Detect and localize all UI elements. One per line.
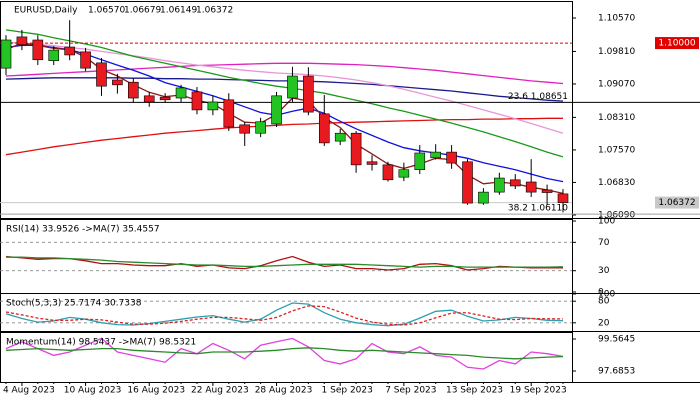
candle-body — [0, 39, 12, 69]
quote-value: 1.06570 — [88, 6, 125, 16]
candle-body — [462, 161, 473, 204]
candle-body — [303, 75, 314, 113]
candle-body — [494, 177, 505, 193]
quote-value: 1.06149 — [160, 6, 197, 16]
y-tick-label: 70 — [598, 238, 610, 248]
x-tick-label: 10 Aug 2023 — [64, 386, 122, 396]
indicator-line — [5, 117, 563, 156]
candle-body — [541, 189, 553, 193]
candle-body — [478, 191, 489, 204]
candle-body — [271, 95, 282, 125]
indicator-line — [5, 347, 564, 360]
x-tick-label: 1 Sep 2023 — [322, 386, 373, 396]
indicator-line — [5, 302, 564, 327]
candle-body — [64, 46, 75, 56]
candle-body — [191, 91, 203, 111]
y-tick-label: 99.5645 — [598, 335, 635, 345]
x-tick-label: 4 Aug 2023 — [3, 386, 55, 396]
y-tick-label: 1.06090 — [598, 210, 635, 220]
price-label-box — [655, 196, 699, 209]
candle-body — [175, 87, 187, 99]
y-tick-label: 100 — [598, 217, 615, 227]
y-tick-label: 30 — [598, 266, 610, 276]
candle-body — [287, 75, 298, 99]
y-tick-label: 1.10570 — [598, 14, 635, 24]
y-tick-label: 1.08310 — [598, 113, 635, 123]
indicator-line — [5, 41, 564, 134]
y-tick-label: 20 — [598, 318, 610, 328]
price-label: 1.06372 — [658, 198, 695, 208]
candle-body — [80, 51, 91, 69]
quote-value: 1.06679 — [124, 6, 161, 16]
y-tick-label: 1.06830 — [598, 178, 635, 188]
candle-body — [398, 169, 410, 178]
panel-frame — [0, 293, 573, 332]
candle-body — [255, 121, 266, 134]
price-label-box — [655, 37, 699, 50]
y-tick-label: 1.09810 — [598, 47, 635, 57]
indicator-line — [5, 305, 564, 326]
candle-body — [128, 81, 139, 99]
x-tick-label: 22 Aug 2023 — [191, 386, 249, 396]
candle-body — [159, 96, 171, 101]
level-label: 38.2 1.06110 — [508, 204, 568, 214]
candle-body — [16, 36, 28, 46]
indicator-line — [5, 255, 563, 271]
candle-body — [446, 151, 457, 164]
candle-body — [239, 124, 251, 134]
candle-body — [525, 181, 537, 193]
candle-body — [207, 101, 219, 111]
y-tick-label: 0 — [598, 288, 604, 298]
candle-body — [112, 79, 123, 86]
panel-frame — [0, 332, 573, 383]
y-tick-label: 1.07570 — [598, 145, 635, 155]
panel-title: Momentum(14) 98.5437 ->MA(7) 98.5321 — [6, 338, 196, 348]
y-tick-label: 100 — [598, 290, 615, 300]
candle-body — [366, 161, 378, 165]
panel-title: Stoch(5,3,3) 25.7174 30.7338 — [6, 299, 142, 309]
panel-title: RSI(14) 33.9526 ->MA(7) 35.4557 — [6, 225, 160, 235]
candle-body — [318, 113, 330, 144]
candle-body — [414, 152, 426, 170]
indicator-line — [5, 337, 564, 370]
y-tick-label: 1.09070 — [598, 79, 635, 89]
indicator-line — [5, 44, 564, 183]
candle-body — [509, 179, 521, 187]
indicator-line — [6, 256, 564, 268]
x-tick-label: 16 Aug 2023 — [127, 386, 185, 396]
level-label: 23.6 1.08651 — [508, 92, 568, 102]
y-tick-label: 97.6853 — [598, 366, 635, 376]
x-tick-label: 28 Aug 2023 — [255, 386, 313, 396]
candle-body — [430, 151, 441, 159]
candle-body — [223, 99, 235, 128]
candle-body — [48, 49, 60, 61]
candle-body — [382, 164, 394, 181]
candle-body — [96, 62, 107, 87]
candle-body — [350, 132, 362, 166]
quote-value: 1.06372 — [196, 6, 233, 16]
candle-body — [32, 39, 44, 61]
indicator-line — [5, 29, 564, 158]
candle-body — [334, 132, 346, 142]
price-label: 1.10000 — [658, 39, 695, 49]
x-tick-label: 19 Sep 2023 — [510, 386, 567, 396]
panel-frame — [0, 1, 573, 219]
y-tick-label: 80 — [598, 297, 610, 307]
chart-title: EURUSD,Daily — [14, 6, 78, 16]
candle-body — [557, 193, 569, 203]
candle-body — [143, 95, 155, 103]
x-tick-label: 13 Sep 2023 — [446, 386, 503, 396]
x-tick-label: 7 Sep 2023 — [385, 386, 436, 396]
